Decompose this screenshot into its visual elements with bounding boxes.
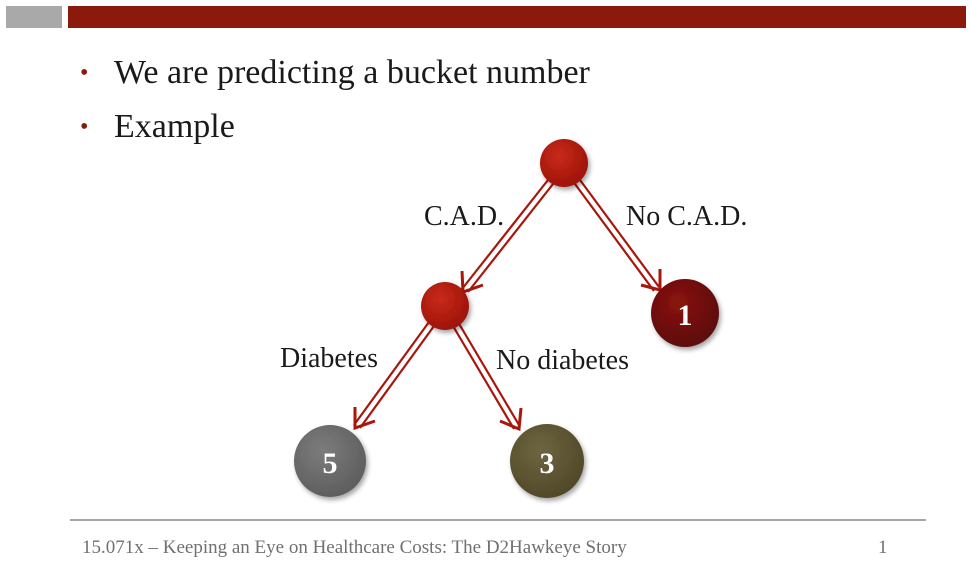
diabetes-split-node [421, 282, 469, 330]
leaf-label: 1 [678, 299, 693, 332]
edge-label-cad: C.A.D. [424, 201, 504, 232]
bullet-list: • We are predicting a bucket number • Ex… [76, 46, 590, 154]
bullet-item: • We are predicting a bucket number [76, 46, 590, 100]
leaf-node-bucket-5: 5 [294, 425, 366, 497]
leaf-node-bucket-3: 3 [510, 424, 584, 498]
header-red-bar [68, 6, 966, 28]
root-node [540, 139, 588, 187]
bullet-item: • Example [76, 100, 590, 154]
edge-label-diabetes: Diabetes [280, 343, 378, 374]
bullet-text: We are predicting a bucket number [114, 54, 590, 91]
page-number: 1 [878, 537, 888, 558]
edge-label-no-diabetes: No diabetes [496, 345, 629, 376]
edge-no-cad [574, 179, 662, 292]
edge-diabetes [353, 321, 435, 431]
header-gray-block [6, 6, 62, 28]
leaf-label: 3 [540, 447, 555, 480]
bullet-text: Example [114, 108, 235, 145]
edge-cad [460, 179, 554, 295]
edge-no-diabetes [452, 321, 523, 432]
leaf-node-bucket-1: 1 [651, 279, 719, 347]
footer-course-title: 15.071x – Keeping an Eye on Healthcare C… [82, 537, 627, 558]
footer-divider [70, 519, 926, 521]
bullet-dot-icon: • [80, 60, 89, 86]
bullet-dot-icon: • [80, 114, 89, 140]
edge-label-no-cad: No C.A.D. [626, 201, 747, 232]
leaf-label: 5 [323, 447, 338, 480]
